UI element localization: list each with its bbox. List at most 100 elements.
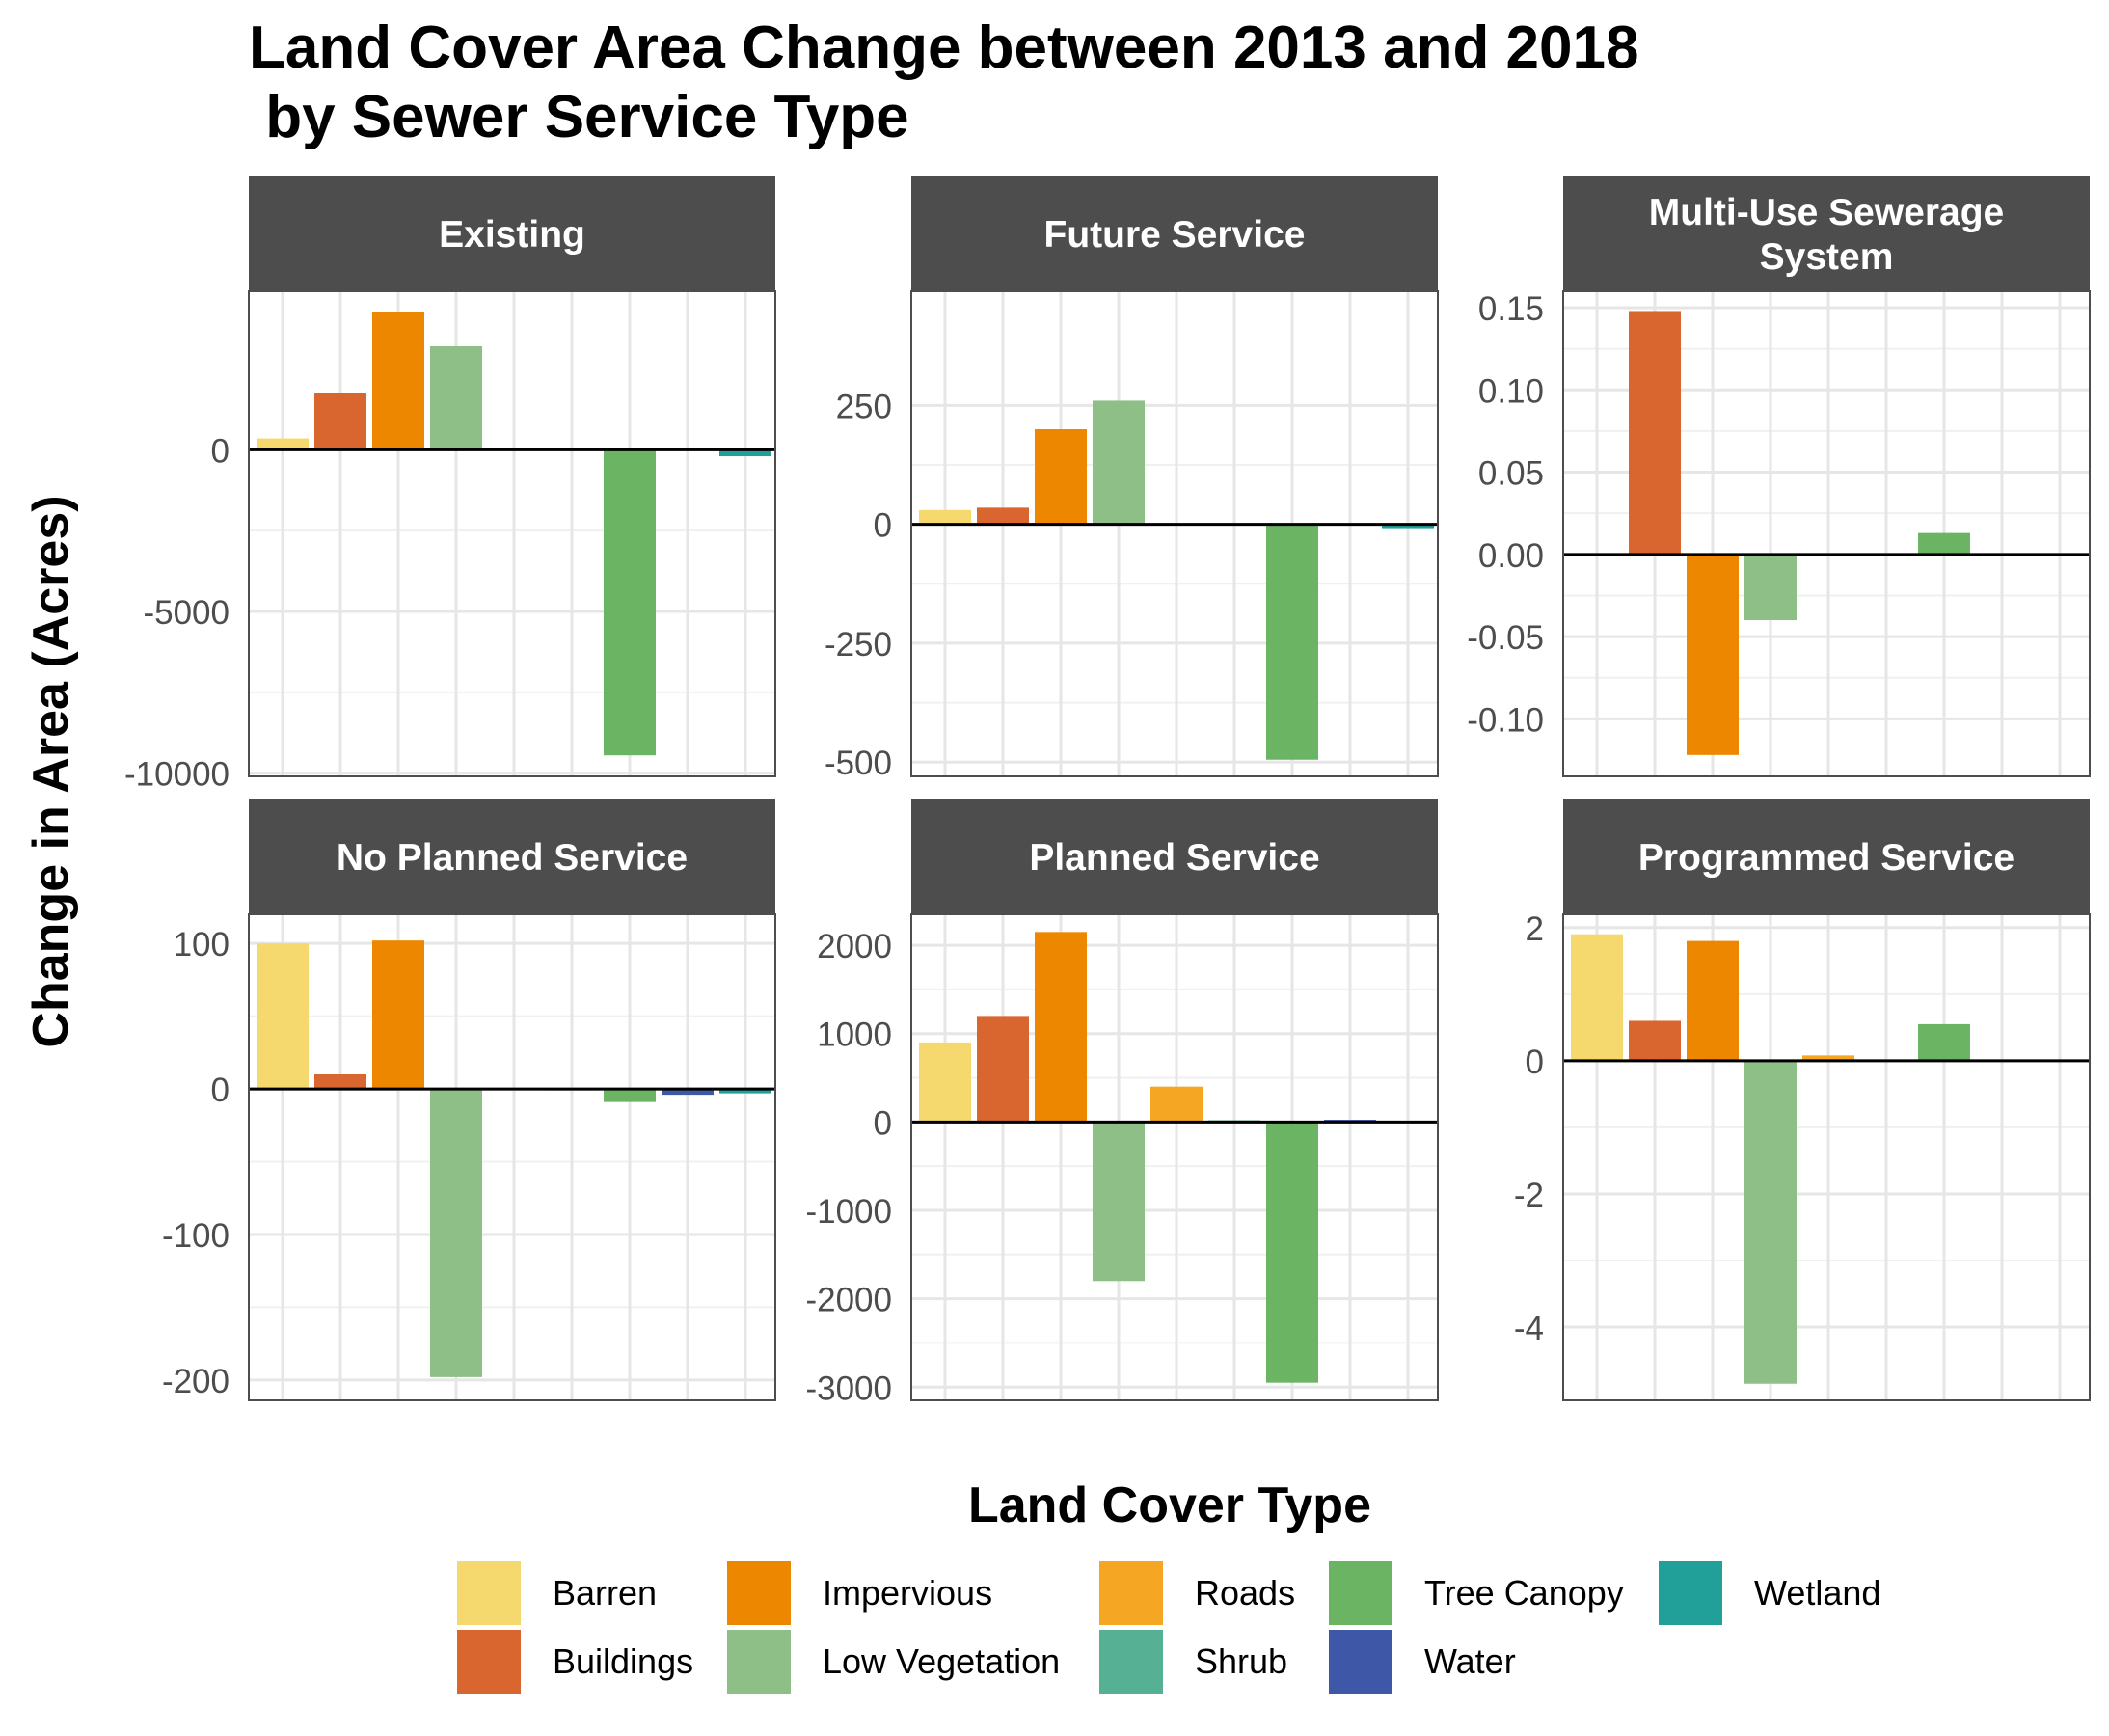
facet-no-planned-service-strip <box>249 799 775 914</box>
facet-no-planned-service-bar-wetland <box>719 1089 771 1094</box>
facet-future-service-bar-barren <box>919 509 971 525</box>
legend-item-roads: Roads <box>1099 1561 1295 1625</box>
facet-existing-bar-barren <box>257 438 309 450</box>
facet-existing-y-tick-label: -10000 <box>124 756 230 794</box>
facet-planned-service-bar-tree-canopy <box>1266 1122 1318 1383</box>
facet-no-planned-service-bar-barren <box>257 943 309 1090</box>
chart-title-line-2: by Sewer Service Type <box>249 84 909 150</box>
facet-programmed-service-bar-buildings <box>1629 1020 1681 1061</box>
facet-programmed-service: Programmed Service 2 0 -2 -4 <box>1514 799 2091 1401</box>
facet-planned-service-bar-barren <box>919 1042 971 1123</box>
facet-planned-service-y-tick-label: 1000 <box>817 1017 892 1054</box>
facet-future-service: Future Service 250 0 -250 -500 <box>825 176 1439 782</box>
facet-existing-y-tick-label: 0 <box>211 432 230 470</box>
facet-programmed-service-bar-tree-canopy <box>1918 1023 1970 1061</box>
legend-swatch-tree-canopy <box>1329 1561 1392 1625</box>
facet-planned-service-bar-buildings <box>977 1016 1029 1123</box>
facet-multi-use-sewerage-system-strip-label: System <box>1760 236 1894 278</box>
legend-swatch-water <box>1329 1630 1392 1694</box>
legend-label-water: Water <box>1424 1641 1516 1681</box>
facet-no-planned-service-panel-border <box>248 913 776 1401</box>
legend-label-buildings: Buildings <box>553 1641 693 1681</box>
facet-no-planned-service-y-tick-label: 0 <box>211 1071 230 1109</box>
legend-swatch-barren <box>457 1561 521 1625</box>
chart-title-line-1: Land Cover Area Change between 2013 and … <box>249 14 1638 81</box>
facet-planned-service-strip-label: Planned Service <box>1029 837 1319 879</box>
facet-planned-service-y-tick-label: -2000 <box>805 1282 892 1319</box>
facet-no-planned-service-y-tick-label: -200 <box>162 1363 230 1400</box>
facet-programmed-service-bar-roads <box>1802 1055 1854 1061</box>
legend-swatch-shrub <box>1099 1630 1163 1694</box>
facet-multi-use-sewerage-system-strip <box>1563 176 2090 291</box>
facet-programmed-service-y-tick-label: 2 <box>1526 910 1544 948</box>
facet-multi-use-sewerage-system-bar-low-vegetation <box>1744 554 1797 621</box>
facet-no-planned-service-bar-buildings <box>314 1073 366 1090</box>
facet-future-service-bar-wetland <box>1382 524 1434 529</box>
facet-existing-y-tick-label: -5000 <box>143 594 230 632</box>
facet-multi-use-sewerage-system-y-tick-label: 0.10 <box>1478 372 1544 410</box>
legend-item-barren: Barren <box>457 1561 657 1625</box>
facet-existing-strip <box>249 176 775 291</box>
facet-existing-strip-label: Existing <box>439 214 585 256</box>
facet-future-service-y-tick-label: 250 <box>836 388 892 425</box>
facet-no-planned-service-bar-tree-canopy <box>604 1089 656 1102</box>
facet-programmed-service-y-tick-label: 0 <box>1526 1044 1544 1081</box>
legend-item-water: Water <box>1329 1630 1516 1694</box>
legend-label-impervious: Impervious <box>823 1573 992 1613</box>
facet-future-service-bar-low-vegetation <box>1093 400 1145 525</box>
facet-future-service-y-tick-label: 0 <box>874 507 892 545</box>
facet-multi-use-sewerage-system-bar-tree-canopy <box>1918 532 1970 555</box>
legend-label-tree-canopy: Tree Canopy <box>1424 1573 1624 1613</box>
facet-future-service-bar-buildings <box>977 507 1029 525</box>
facet-multi-use-sewerage-system-y-tick-label: 0.00 <box>1478 537 1544 575</box>
legend-title: Land Cover Type <box>968 1478 1371 1533</box>
facet-no-planned-service: No Planned Service 100 0 -100 -200 <box>162 799 776 1401</box>
facet-programmed-service-strip <box>1563 799 2090 914</box>
facet-programmed-service-y-tick-label: -4 <box>1514 1310 1544 1347</box>
legend-swatch-buildings <box>457 1630 521 1694</box>
facet-programmed-service-strip-label: Programmed Service <box>1638 837 2014 879</box>
facet-future-service-y-tick-label: -500 <box>825 745 892 782</box>
facet-programmed-service-bar-barren <box>1571 934 1623 1061</box>
facet-future-service-strip-label: Future Service <box>1044 214 1306 256</box>
legend-swatch-low-vegetation <box>727 1630 791 1694</box>
facet-future-service-bar-impervious <box>1035 429 1087 525</box>
facet-planned-service-bar-low-vegetation <box>1093 1122 1145 1282</box>
facet-future-service-bar-tree-canopy <box>1266 524 1318 760</box>
facet-no-planned-service-bar-impervious <box>372 940 424 1090</box>
legend-label-roads: Roads <box>1195 1573 1295 1613</box>
facet-programmed-service-bar-low-vegetation <box>1744 1060 1797 1384</box>
facet-planned-service-panel-border <box>910 913 1439 1401</box>
facet-planned-service-strip <box>911 799 1438 914</box>
y-axis-label: Change in Area (Acres) <box>23 495 79 1047</box>
facet-multi-use-sewerage-system-y-tick-label: 0.15 <box>1478 290 1544 328</box>
facet-future-service-strip <box>911 176 1438 291</box>
legend-label-barren: Barren <box>553 1573 657 1613</box>
facet-existing: Existing 0 -5000 -10000 <box>124 176 776 794</box>
facet-no-planned-service-bar-low-vegetation <box>430 1089 482 1377</box>
facet-no-planned-service-strip-label: No Planned Service <box>337 837 688 879</box>
facet-programmed-service-bar-impervious <box>1687 940 1739 1061</box>
legend-item-impervious: Impervious <box>727 1561 992 1625</box>
legend-item-tree-canopy: Tree Canopy <box>1329 1561 1624 1625</box>
facet-multi-use-sewerage-system-bar-impervious <box>1687 554 1739 755</box>
legend-label-low-vegetation: Low Vegetation <box>823 1641 1060 1681</box>
facet-multi-use-sewerage-system-y-tick-label: -0.10 <box>1467 701 1544 739</box>
facet-multi-use-sewerage-system-strip-label: Multi-Use Sewerage <box>1649 192 2004 233</box>
facet-no-planned-service-bar-water <box>662 1089 714 1096</box>
facet-planned-service-y-tick-label: 0 <box>874 1104 892 1142</box>
facet-planned-service-y-tick-label: -1000 <box>805 1193 892 1231</box>
facet-multi-use-sewerage-system-panel-border <box>1562 290 2091 777</box>
legend-label-wetland: Wetland <box>1754 1573 1880 1613</box>
legend-item-shrub: Shrub <box>1099 1630 1287 1694</box>
legend-swatch-impervious <box>727 1561 791 1625</box>
legend: Barren Buildings Impervious Low Vegetation R… <box>457 1561 1880 1694</box>
legend-swatch-wetland <box>1659 1561 1722 1625</box>
facet-planned-service-y-tick-label: -3000 <box>805 1370 892 1407</box>
legend-swatch-roads <box>1099 1561 1163 1625</box>
facet-existing-bar-impervious <box>372 312 424 450</box>
facet-existing-panel-border <box>248 290 776 777</box>
facet-multi-use-sewerage-system-y-tick-label: 0.05 <box>1478 455 1544 493</box>
